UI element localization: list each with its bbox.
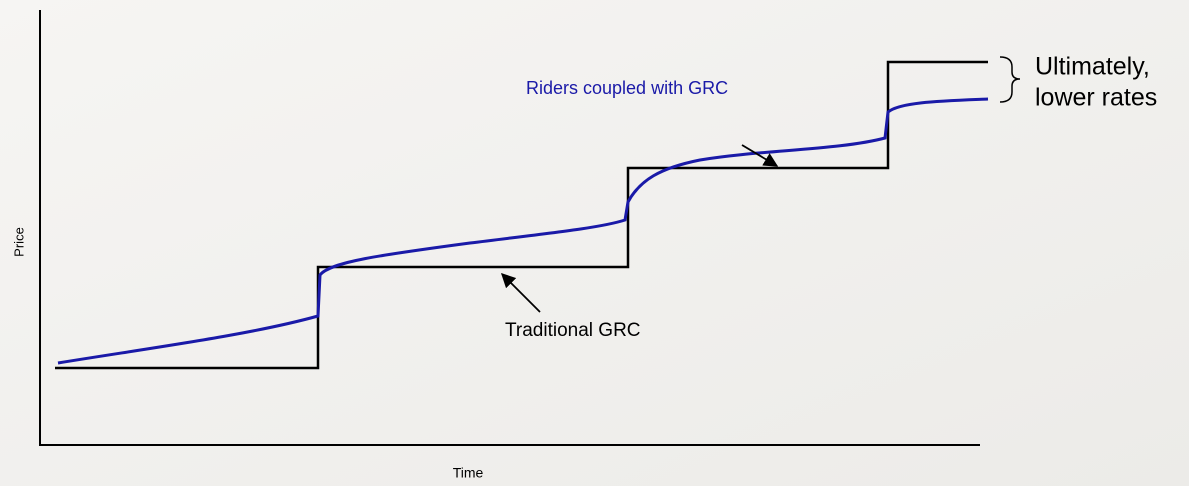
traditional-step-line [55,60,988,370]
brace [999,56,1021,103]
y-axis-label: Price [11,227,26,257]
outcome-line: lower rates [1035,84,1157,112]
riders-arrow [741,144,779,167]
x-axis-label: Time [453,465,484,481]
riders-curve [57,97,989,365]
traditional-label: Traditional GRC [505,320,641,341]
traditional-arrow [500,272,541,313]
riders-label: Riders coupled with GRC [526,78,728,98]
axes [39,10,980,446]
outcome-line: Ultimately, [1035,53,1150,81]
